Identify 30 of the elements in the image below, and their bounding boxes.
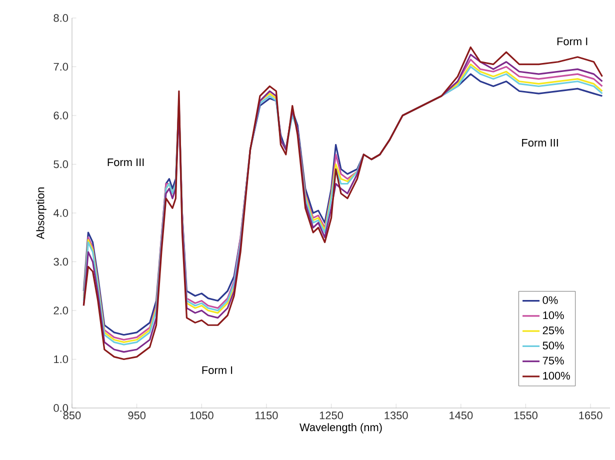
- y-tick-label: 8.0: [54, 14, 68, 22]
- legend-label: 10%: [543, 311, 564, 320]
- x-tick-label: 1550: [514, 412, 538, 420]
- x-tick-label: 950: [128, 412, 146, 420]
- y-tick-label: 0.0: [54, 404, 68, 412]
- y-tick-label: 2.0: [54, 306, 68, 314]
- x-tick-label: 850: [63, 412, 81, 420]
- annotation: Form III: [108, 158, 144, 166]
- x-tick-label: 1450: [450, 412, 473, 420]
- x-axis-title: Wavelength (nm): [300, 423, 382, 434]
- x-tick-label: 1350: [384, 412, 408, 420]
- y-tick-label: 5.0: [54, 160, 68, 168]
- legend-label: 25%: [542, 326, 564, 334]
- annotation: Form I: [557, 38, 588, 46]
- legend-label: 50%: [542, 342, 564, 350]
- legend-label: 0%: [542, 296, 558, 304]
- y-tick-label: 1.0: [54, 355, 68, 364]
- x-tick-label: 1650: [579, 412, 602, 420]
- y-tick-label: 4.0: [53, 209, 68, 217]
- annotation: Form III: [522, 138, 558, 147]
- y-axis-title: Absorption: [36, 188, 46, 240]
- legend-label: 100%: [543, 372, 570, 380]
- annotation: Form I: [202, 366, 232, 374]
- y-tick-label: 6.0: [54, 112, 68, 120]
- y-tick-label: 3.0: [54, 258, 68, 266]
- x-tick-label: 1150: [256, 412, 278, 420]
- legend-label: 75%: [542, 356, 564, 364]
- x-tick-label: 1050: [190, 412, 214, 420]
- x-tick-label: 1250: [320, 412, 344, 420]
- y-tick-label: 7.0: [54, 62, 68, 71]
